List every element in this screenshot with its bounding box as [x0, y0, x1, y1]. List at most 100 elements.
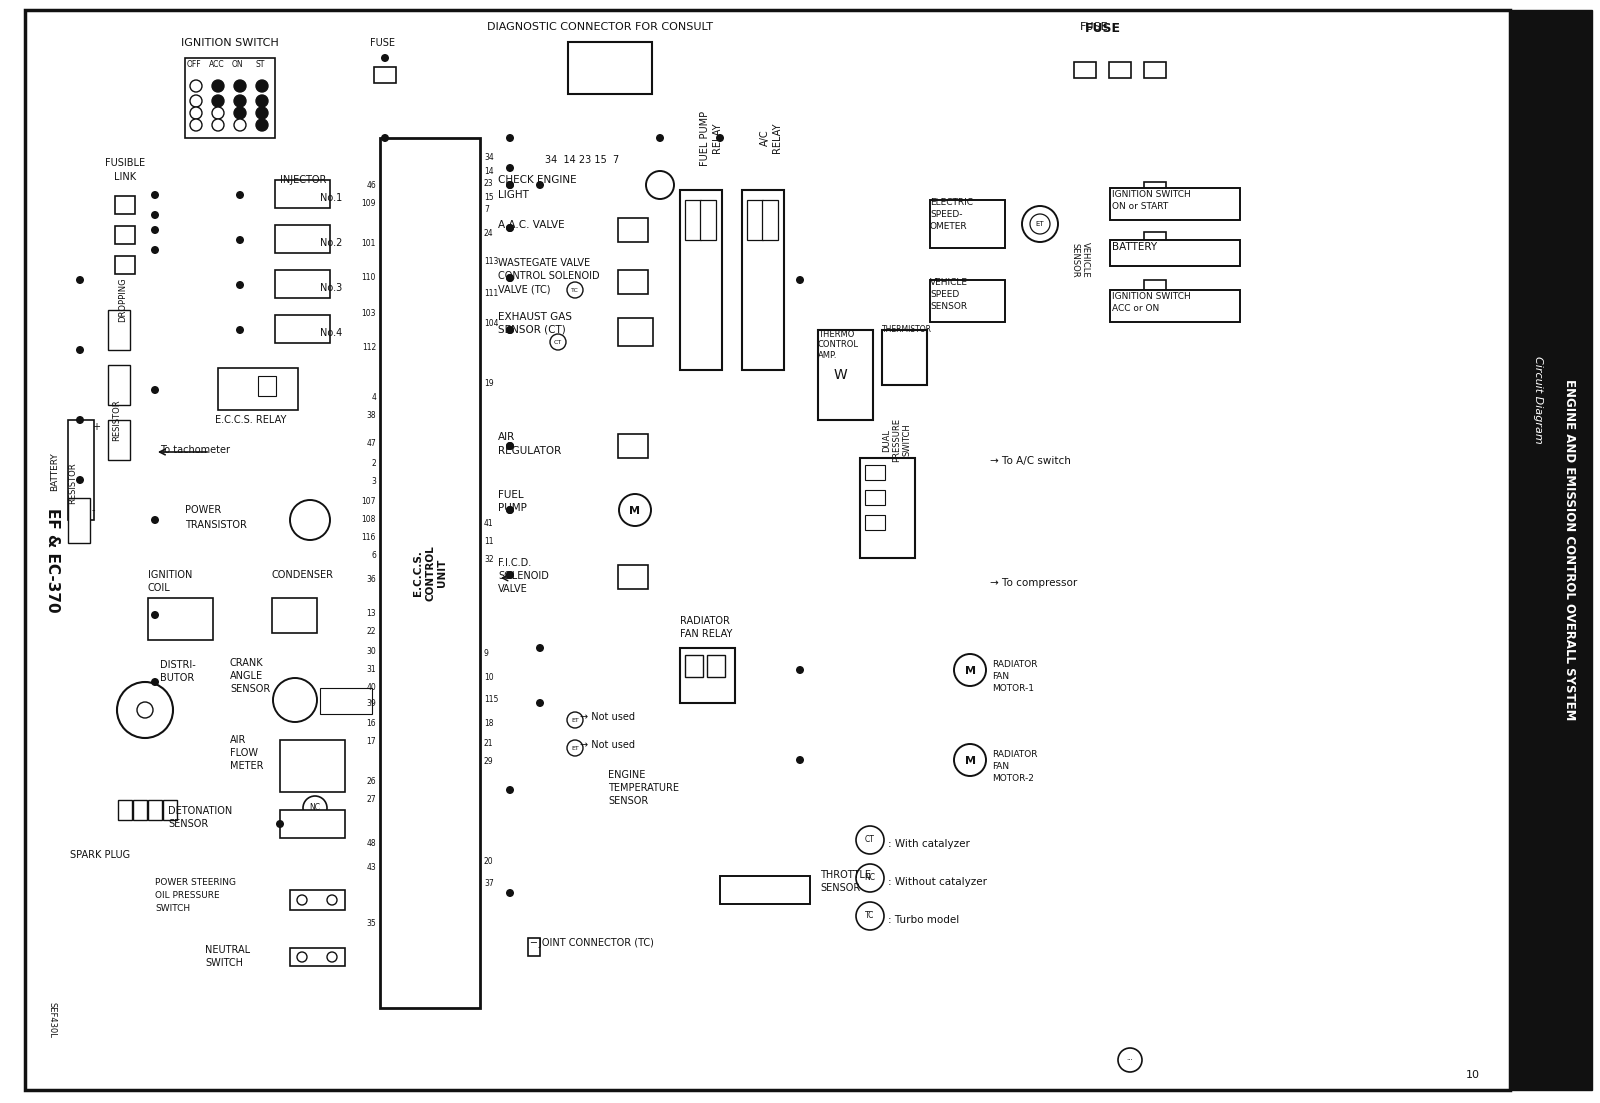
- Bar: [680, 647, 734, 703]
- Text: THERMISTOR: THERMISTOR: [882, 325, 931, 334]
- Text: 19: 19: [483, 378, 494, 387]
- Bar: [720, 876, 810, 904]
- Circle shape: [506, 274, 514, 282]
- Circle shape: [256, 95, 269, 107]
- Text: 104: 104: [483, 319, 499, 328]
- Circle shape: [797, 276, 805, 283]
- Text: CRANK: CRANK: [230, 658, 264, 668]
- Circle shape: [190, 107, 202, 119]
- Circle shape: [797, 666, 805, 674]
- Bar: [109, 420, 130, 460]
- Circle shape: [190, 119, 202, 131]
- Text: M: M: [965, 666, 976, 676]
- Bar: [1110, 188, 1240, 219]
- Bar: [163, 800, 178, 820]
- Text: RESISTOR: RESISTOR: [112, 399, 122, 441]
- Text: 16: 16: [366, 718, 376, 728]
- Text: 34: 34: [483, 153, 494, 162]
- Text: METER: METER: [230, 761, 264, 771]
- Text: 22: 22: [366, 627, 376, 635]
- Circle shape: [566, 740, 582, 756]
- Text: TC: TC: [866, 911, 875, 921]
- Bar: [1144, 182, 1166, 199]
- Text: ON: ON: [232, 60, 243, 69]
- Circle shape: [211, 81, 224, 92]
- Text: NC: NC: [309, 803, 320, 813]
- Text: M: M: [965, 756, 976, 765]
- Circle shape: [536, 644, 544, 652]
- Text: 11: 11: [483, 536, 493, 546]
- Text: 2: 2: [371, 459, 376, 468]
- Text: ENGINE AND EMISSION CONTROL OVERALL SYSTEM: ENGINE AND EMISSION CONTROL OVERALL SYST…: [1563, 379, 1576, 720]
- Text: 26: 26: [366, 777, 376, 785]
- Circle shape: [797, 756, 805, 764]
- Bar: [1144, 280, 1166, 296]
- Text: THERMO
CONTROL
AMP.: THERMO CONTROL AMP.: [818, 330, 859, 360]
- Circle shape: [506, 442, 514, 450]
- Text: 29: 29: [483, 757, 494, 765]
- Text: : Turbo model: : Turbo model: [888, 915, 960, 925]
- Text: SWITCH: SWITCH: [205, 959, 243, 968]
- Circle shape: [506, 181, 514, 189]
- Text: 113: 113: [483, 257, 498, 266]
- Circle shape: [856, 902, 883, 930]
- Text: 103: 103: [362, 309, 376, 318]
- Text: VEHICLE: VEHICLE: [930, 278, 968, 287]
- Circle shape: [1030, 214, 1050, 234]
- Text: +: +: [93, 422, 99, 432]
- Text: No.4: No.4: [320, 328, 342, 338]
- Text: FUSE: FUSE: [370, 38, 395, 49]
- Text: DUAL
PRESSURE
SWITCH: DUAL PRESSURE SWITCH: [882, 418, 912, 462]
- Bar: [275, 270, 330, 298]
- Text: SPEED: SPEED: [930, 290, 960, 299]
- Circle shape: [234, 81, 246, 92]
- Text: TC: TC: [571, 288, 579, 292]
- Text: SWITCH: SWITCH: [155, 904, 190, 913]
- Text: A.A.C. VALVE: A.A.C. VALVE: [498, 219, 565, 231]
- Text: FUSE: FUSE: [1080, 22, 1109, 32]
- Text: ACC or ON: ACC or ON: [1112, 304, 1160, 313]
- Text: OIL PRESSURE: OIL PRESSURE: [155, 891, 219, 900]
- Circle shape: [234, 107, 246, 119]
- Bar: [618, 318, 653, 346]
- Text: 107: 107: [362, 496, 376, 505]
- Text: 34  14 23 15  7: 34 14 23 15 7: [546, 156, 619, 165]
- Text: 115: 115: [483, 696, 498, 705]
- Text: CONDENSER: CONDENSER: [272, 570, 334, 580]
- Text: 38: 38: [366, 410, 376, 419]
- Text: 21: 21: [483, 739, 493, 748]
- Text: 15: 15: [483, 193, 494, 202]
- Circle shape: [1118, 1048, 1142, 1072]
- Text: ET: ET: [571, 746, 579, 750]
- Bar: [290, 890, 346, 910]
- Bar: [258, 376, 277, 396]
- Text: → To compressor: → To compressor: [990, 578, 1077, 588]
- Circle shape: [646, 171, 674, 199]
- Text: CT: CT: [866, 835, 875, 845]
- Text: → Not used: → Not used: [579, 740, 635, 750]
- Text: PUMP: PUMP: [498, 503, 526, 513]
- Circle shape: [150, 611, 158, 619]
- Text: POWER STEERING: POWER STEERING: [155, 878, 237, 887]
- Text: 31: 31: [366, 664, 376, 674]
- Text: DETONATION: DETONATION: [168, 806, 232, 816]
- Bar: [618, 218, 648, 242]
- Bar: [115, 226, 134, 244]
- Circle shape: [77, 276, 83, 283]
- Bar: [680, 190, 722, 370]
- Circle shape: [150, 386, 158, 394]
- Text: 27: 27: [366, 794, 376, 803]
- Bar: [1109, 62, 1131, 78]
- Text: 116: 116: [362, 533, 376, 542]
- Text: TEMPERATURE: TEMPERATURE: [608, 783, 678, 793]
- Text: CT: CT: [554, 340, 562, 344]
- Text: BUTOR: BUTOR: [160, 673, 194, 683]
- Text: NEUTRAL: NEUTRAL: [205, 945, 250, 955]
- Bar: [280, 740, 346, 792]
- Text: DISTRI-: DISTRI-: [160, 660, 195, 670]
- Circle shape: [211, 119, 224, 131]
- Text: FUEL PUMP
RELAY: FUEL PUMP RELAY: [701, 110, 722, 165]
- Text: E.C.C.S.
CONTROL
UNIT: E.C.C.S. CONTROL UNIT: [413, 545, 446, 601]
- Text: FUSIBLE: FUSIBLE: [106, 158, 146, 168]
- Circle shape: [506, 786, 514, 794]
